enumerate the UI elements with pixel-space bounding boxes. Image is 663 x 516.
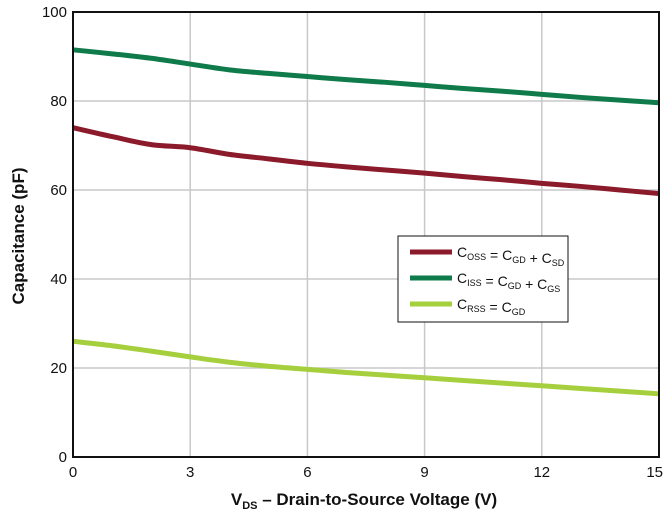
x-tick-label: 6 — [303, 464, 311, 481]
plot-frame — [72, 11, 660, 458]
x-tick-label: 3 — [186, 464, 194, 481]
x-tick-labels: 0 3 6 9 12 15 — [69, 464, 663, 481]
x-tick-label: 12 — [533, 464, 550, 481]
series-line-0 — [72, 125, 660, 197]
legend-label-1: CISS = CGD + CGS — [457, 270, 560, 294]
legend-label-0: COSS = CGD + CSD — [457, 244, 565, 268]
series-line-1 — [72, 47, 660, 106]
y-tick-label: 20 — [50, 360, 67, 377]
x-axis-title: VDS – Drain-to-Source Voltage (V) — [231, 490, 497, 512]
x-tick-label: 15 — [646, 464, 663, 481]
x-axis-title-main: V — [231, 490, 243, 509]
y-tick-label: 80 — [50, 93, 67, 110]
legend-label-2: CRSS = CGD — [457, 296, 526, 317]
y-tick-label: 40 — [50, 271, 67, 288]
x-axis-title-sub: DS — [242, 500, 257, 512]
y-tick-label: 100 — [42, 4, 67, 21]
y-tick-label: 60 — [50, 182, 67, 199]
y-axis-title: Capacitance (pF) — [9, 168, 28, 305]
y-tick-labels: 0 20 40 60 80 100 — [42, 4, 67, 466]
x-tick-label: 9 — [420, 464, 428, 481]
series-line-2 — [72, 338, 660, 397]
x-tick-label: 0 — [69, 464, 77, 481]
x-axis-title-rest: – Drain-to-Source Voltage (V) — [258, 490, 498, 509]
series-lines — [72, 47, 660, 397]
y-tick-label: 0 — [59, 449, 67, 466]
